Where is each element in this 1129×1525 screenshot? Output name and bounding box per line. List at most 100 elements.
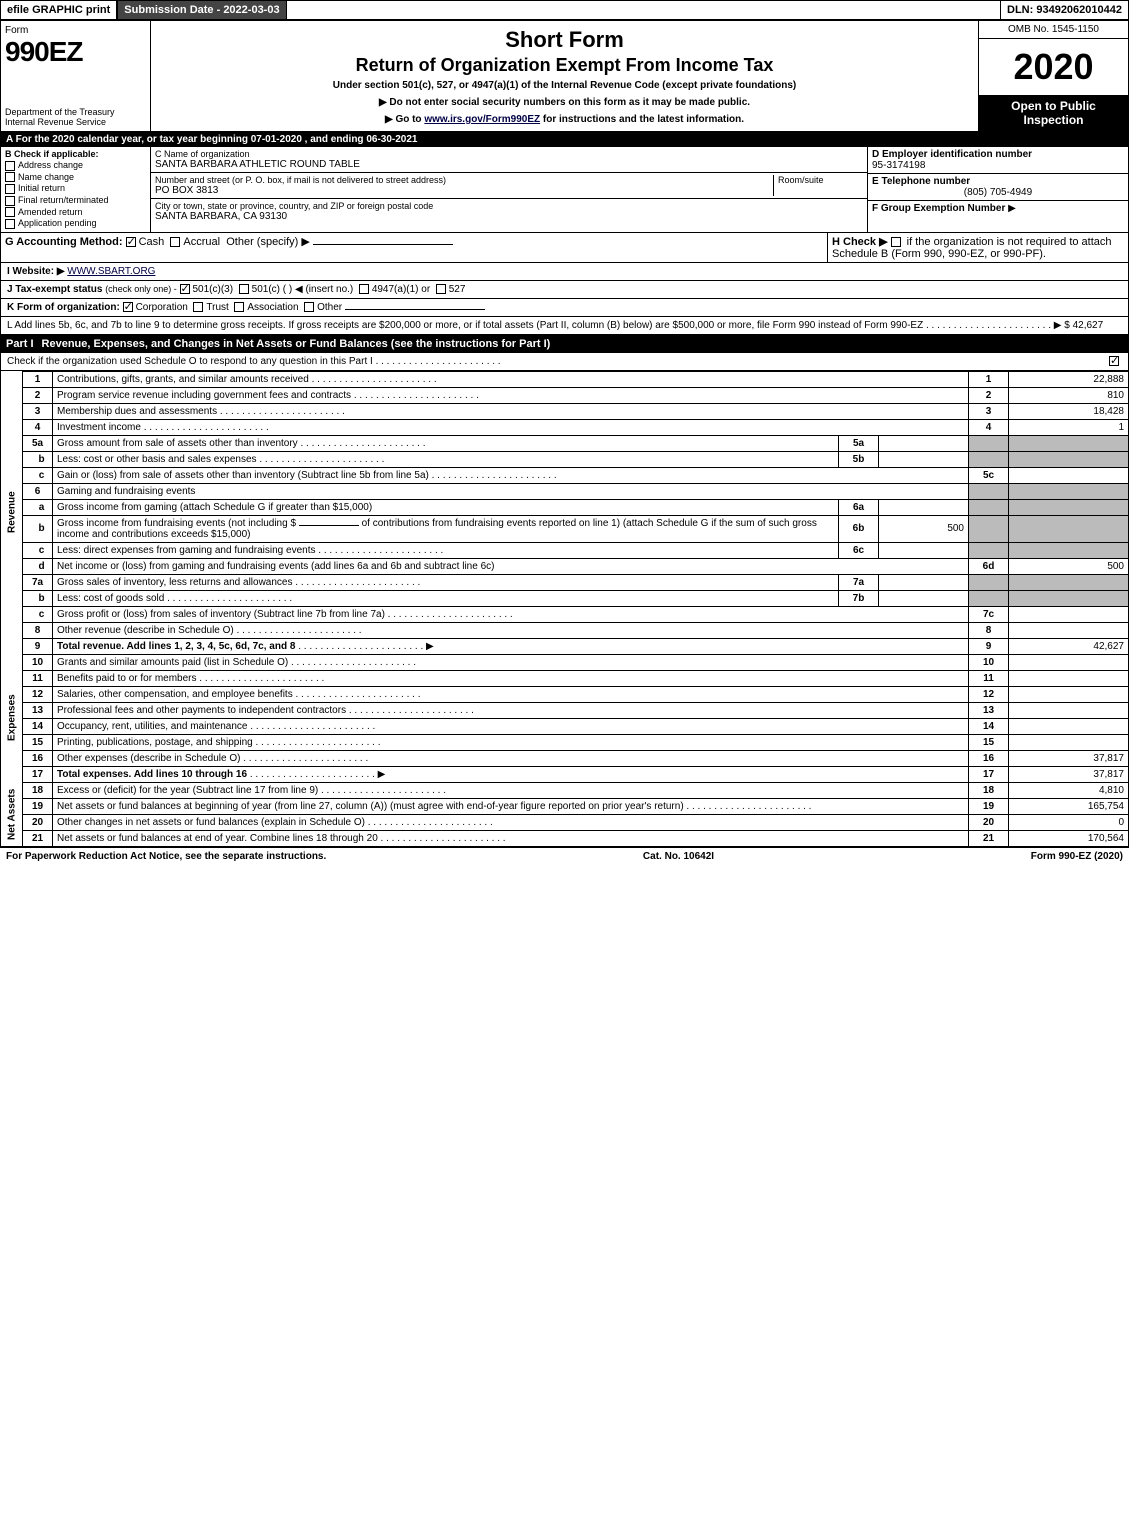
other-org-input[interactable] xyxy=(345,309,485,310)
line-17-box: 17 xyxy=(969,766,1009,782)
check-accrual[interactable] xyxy=(170,237,180,247)
return-title: Return of Organization Exempt From Incom… xyxy=(159,55,970,76)
check-initial-return[interactable]: Initial return xyxy=(5,183,146,194)
open-to-public: Open to Public Inspection xyxy=(979,95,1128,131)
line-7b-no: b xyxy=(23,590,53,606)
city-label: City or town, state or province, country… xyxy=(155,201,863,211)
part-1-checknote: Check if the organization used Schedule … xyxy=(0,353,1129,371)
line-6b-blank[interactable] xyxy=(299,525,359,526)
header-center: Short Form Return of Organization Exempt… xyxy=(151,21,978,131)
check-corporation[interactable] xyxy=(123,302,133,312)
expenses-label: Expenses xyxy=(1,654,23,782)
line-7a-ival[interactable] xyxy=(879,574,969,590)
line-5b-ival[interactable] xyxy=(879,451,969,467)
check-association[interactable] xyxy=(234,302,244,312)
check-amended-return[interactable]: Amended return xyxy=(5,207,146,218)
table-row: 3 Membership dues and assessments 3 18,4… xyxy=(1,403,1129,419)
check-cash[interactable] xyxy=(126,237,136,247)
line-6a-text: Gross income from gaming (attach Schedul… xyxy=(53,499,839,515)
line-6a-no: a xyxy=(23,499,53,515)
opt-other-org: Other xyxy=(317,302,342,313)
part-1-label: Part I xyxy=(6,338,42,350)
line-3-box: 3 xyxy=(969,403,1009,419)
line-10-box: 10 xyxy=(969,654,1009,670)
irs-link[interactable]: www.irs.gov/Form990EZ xyxy=(424,114,540,125)
line-4-text: Investment income xyxy=(53,419,969,435)
header-right: OMB No. 1545-1150 2020 Open to Public In… xyxy=(978,21,1128,131)
footer-mid: Cat. No. 10642I xyxy=(643,851,714,862)
table-row: b Gross income from fundraising events (… xyxy=(1,515,1129,542)
phone-value: (805) 705-4949 xyxy=(872,187,1124,198)
cash-label: Cash xyxy=(139,236,165,248)
table-row: 4 Investment income 4 1 xyxy=(1,419,1129,435)
part-1-header: Part I Revenue, Expenses, and Changes in… xyxy=(0,335,1129,353)
check-527[interactable] xyxy=(436,284,446,294)
check-address-change[interactable]: Address change xyxy=(5,160,146,171)
line-5b-text: Less: cost or other basis and sales expe… xyxy=(53,451,839,467)
line-5a-ibox: 5a xyxy=(839,435,879,451)
check-4947[interactable] xyxy=(359,284,369,294)
line-7a-ibox: 7a xyxy=(839,574,879,590)
shade-cell xyxy=(1009,499,1129,515)
line-8-text: Other revenue (describe in Schedule O) xyxy=(53,622,969,638)
street-row: Number and street (or P. O. box, if mail… xyxy=(151,173,867,199)
line-21-box: 21 xyxy=(969,830,1009,846)
line-10-no: 10 xyxy=(23,654,53,670)
line-12-box: 12 xyxy=(969,686,1009,702)
line-20-text: Other changes in net assets or fund bala… xyxy=(53,814,969,830)
check-schedule-b[interactable] xyxy=(891,237,901,247)
line-16-amt: 37,817 xyxy=(1009,750,1129,766)
check-trust[interactable] xyxy=(193,302,203,312)
line-9-text: Total revenue. Add lines 1, 2, 3, 4, 5c,… xyxy=(53,638,969,654)
table-row: 15 Printing, publications, postage, and … xyxy=(1,734,1129,750)
check-other-org[interactable] xyxy=(304,302,314,312)
line-15-text: Printing, publications, postage, and shi… xyxy=(53,734,969,750)
footer-right: Form 990-EZ (2020) xyxy=(1031,851,1123,862)
line-7c-text: Gross profit or (loss) from sales of inv… xyxy=(53,606,969,622)
check-schedule-o[interactable] xyxy=(1109,356,1119,366)
table-row: 7a Gross sales of inventory, less return… xyxy=(1,574,1129,590)
table-row: 19 Net assets or fund balances at beginn… xyxy=(1,798,1129,814)
period-bar: A For the 2020 calendar year, or tax yea… xyxy=(0,132,1129,147)
check-501c3[interactable] xyxy=(180,284,190,294)
line-7b-text: Less: cost of goods sold xyxy=(53,590,839,606)
check-501c[interactable] xyxy=(239,284,249,294)
website-link[interactable]: WWW.SBART.ORG xyxy=(67,266,155,277)
line-i: I Website: ▶ WWW.SBART.ORG xyxy=(0,263,1129,281)
shade-cell xyxy=(1009,515,1129,542)
check-application-pending[interactable]: Application pending xyxy=(5,218,146,229)
other-specify-input[interactable] xyxy=(313,244,453,245)
line-5c-text: Gain or (loss) from sale of assets other… xyxy=(53,467,969,483)
arrow-line-1: Do not enter social security numbers on … xyxy=(159,97,970,108)
line-5c-box: 5c xyxy=(969,467,1009,483)
accrual-label: Accrual xyxy=(183,236,220,248)
line-7b-ival[interactable] xyxy=(879,590,969,606)
line-2-box: 2 xyxy=(969,387,1009,403)
line-1-no: 1 xyxy=(23,371,53,387)
shade-cell xyxy=(969,483,1009,499)
website-label: I Website: ▶ xyxy=(7,266,65,277)
table-row: 6 Gaming and fundraising events xyxy=(1,483,1129,499)
line-6c-no: c xyxy=(23,542,53,558)
revenue-label: Revenue xyxy=(1,371,23,654)
line-19-no: 19 xyxy=(23,798,53,814)
line-6b-ival[interactable]: 500 xyxy=(879,515,969,542)
tax-year: 2020 xyxy=(979,39,1128,95)
line-9-box: 9 xyxy=(969,638,1009,654)
line-6a-ival[interactable] xyxy=(879,499,969,515)
line-3-text: Membership dues and assessments xyxy=(53,403,969,419)
line-10-amt xyxy=(1009,654,1129,670)
line-12-text: Salaries, other compensation, and employ… xyxy=(53,686,969,702)
org-name-value: SANTA BARBARA ATHLETIC ROUND TABLE xyxy=(155,159,863,170)
check-name-change[interactable]: Name change xyxy=(5,172,146,183)
check-final-return[interactable]: Final return/terminated xyxy=(5,195,146,206)
line-13-box: 13 xyxy=(969,702,1009,718)
line-16-no: 16 xyxy=(23,750,53,766)
line-l-arrow: ▶ $ xyxy=(1054,320,1070,331)
line-11-amt xyxy=(1009,670,1129,686)
line-6c-ival[interactable] xyxy=(879,542,969,558)
line-6c-ibox: 6c xyxy=(839,542,879,558)
line-7a-text: Gross sales of inventory, less returns a… xyxy=(53,574,839,590)
netassets-label: Net Assets xyxy=(1,782,23,846)
line-5a-ival[interactable] xyxy=(879,435,969,451)
